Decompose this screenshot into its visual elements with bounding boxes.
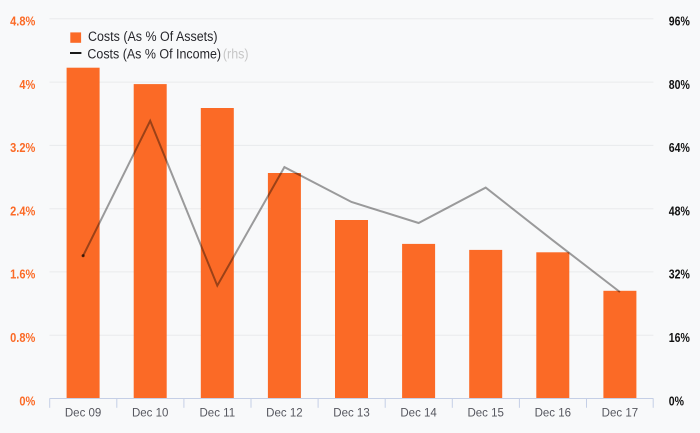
svg-text:Dec 17: Dec 17 — [602, 408, 638, 420]
svg-text:4%: 4% — [19, 77, 35, 92]
svg-text:32%: 32% — [669, 267, 690, 282]
svg-text:0%: 0% — [669, 393, 685, 408]
svg-text:3.2%: 3.2% — [10, 140, 35, 155]
svg-text:0%: 0% — [19, 393, 35, 408]
svg-text:Dec 14: Dec 14 — [400, 408, 437, 420]
svg-text:64%: 64% — [669, 140, 690, 155]
svg-text:96%: 96% — [669, 14, 690, 29]
svg-text:Dec 10: Dec 10 — [132, 408, 168, 420]
svg-text:0.8%: 0.8% — [10, 330, 35, 345]
svg-text:4.8%: 4.8% — [10, 14, 35, 29]
svg-text:Dec 13: Dec 13 — [333, 408, 369, 420]
svg-text:16%: 16% — [669, 330, 690, 345]
svg-text:Dec 15: Dec 15 — [467, 408, 503, 420]
svg-text:Costs (As % Of Assets): Costs (As % Of Assets) — [88, 29, 218, 45]
svg-text:1.6%: 1.6% — [10, 267, 35, 282]
svg-text:48%: 48% — [669, 203, 690, 218]
svg-text:Dec 09: Dec 09 — [65, 408, 101, 420]
svg-text:(rhs): (rhs) — [223, 46, 249, 62]
svg-text:Dec 12: Dec 12 — [266, 408, 302, 420]
svg-text:2.4%: 2.4% — [10, 204, 35, 219]
svg-text:Dec 16: Dec 16 — [535, 408, 571, 420]
svg-text:Costs (As % Of Income): Costs (As % Of Income) — [87, 46, 221, 62]
svg-text:80%: 80% — [669, 77, 690, 92]
svg-text:Dec 11: Dec 11 — [200, 408, 236, 420]
